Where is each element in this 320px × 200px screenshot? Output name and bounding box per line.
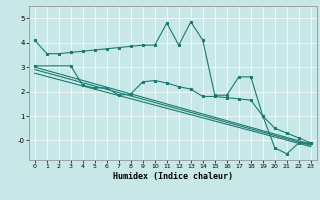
- X-axis label: Humidex (Indice chaleur): Humidex (Indice chaleur): [113, 172, 233, 181]
